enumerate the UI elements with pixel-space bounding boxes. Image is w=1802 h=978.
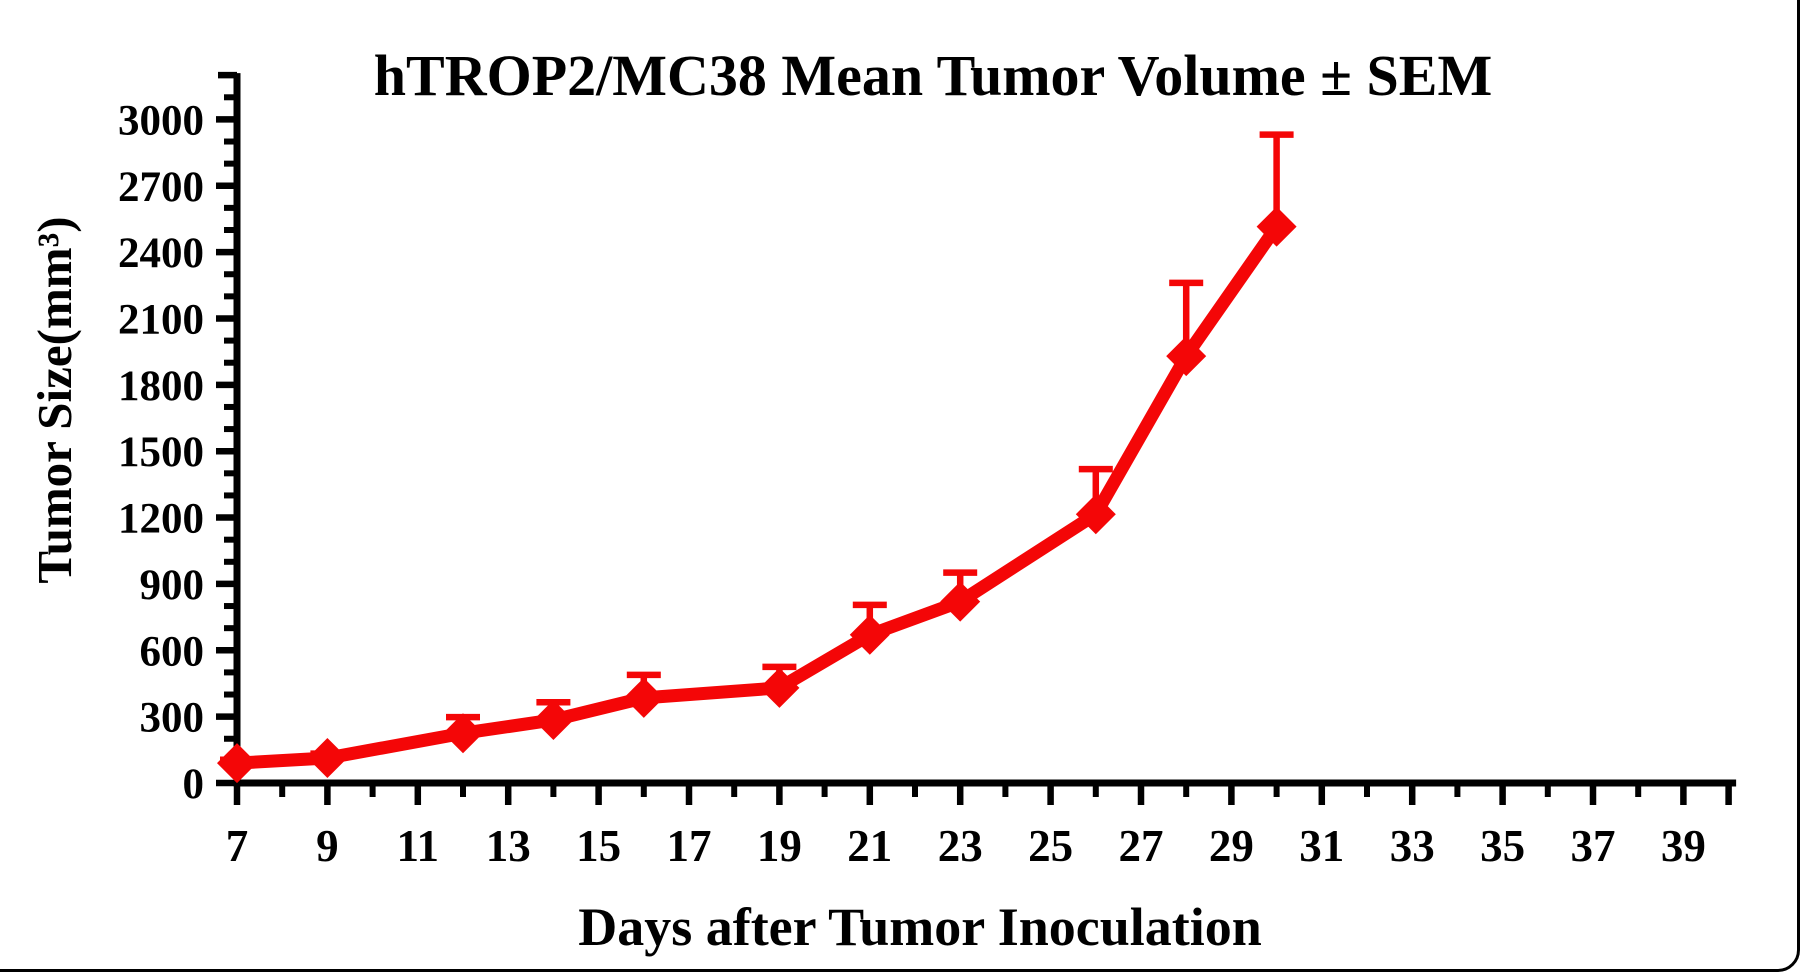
x-tick-label: 9 [316, 821, 339, 871]
x-tick-label: 33 [1390, 821, 1435, 871]
y-tick-label: 600 [140, 628, 205, 675]
data-point-marker [849, 614, 890, 655]
x-tick-label: 23 [938, 821, 983, 871]
data-point-marker [217, 743, 257, 784]
x-tick-label: 15 [576, 821, 621, 871]
y-tick-label: 2400 [118, 230, 204, 277]
y-tick-label: 300 [140, 695, 205, 742]
data-point-marker [533, 699, 574, 740]
data-point-marker [759, 667, 800, 708]
y-tick-label: 900 [140, 562, 205, 609]
y-tick-label: 2100 [118, 296, 204, 343]
x-tick-label: 39 [1661, 821, 1706, 871]
x-tick-label: 31 [1299, 821, 1344, 871]
y-tick-label: 1200 [118, 496, 204, 543]
data-point-marker [940, 581, 981, 622]
data-point-marker [443, 713, 483, 754]
data-line [230, 220, 1284, 770]
x-tick-label: 11 [397, 821, 440, 871]
chart-title: hTROP2/MC38 Mean Tumor Volume ± SEM [373, 43, 1493, 108]
y-tick-label: 3000 [118, 97, 204, 144]
x-tick-label: 37 [1571, 821, 1616, 871]
data-point-marker [623, 677, 664, 718]
x-tick-label: 29 [1209, 821, 1254, 871]
x-tick-label: 13 [486, 821, 531, 871]
x-tick-label: 35 [1480, 821, 1525, 871]
data-point-marker [1256, 206, 1297, 247]
x-tick-label: 19 [757, 821, 802, 871]
y-tick-label: 2700 [118, 164, 204, 211]
y-tick-label: 1800 [118, 363, 204, 410]
x-axis-title: Days after Tumor Inoculation [578, 897, 1262, 957]
data-point-marker [1166, 336, 1207, 377]
y-tick-label: 1500 [118, 429, 204, 476]
x-tick-label: 17 [667, 821, 712, 871]
x-tick-label: 25 [1028, 821, 1073, 871]
x-tick-label: 21 [847, 821, 892, 871]
y-tick-label: 0 [183, 761, 205, 808]
data-point-marker [307, 738, 348, 779]
x-tick-label: 7 [226, 821, 249, 871]
data-point-marker [1075, 494, 1116, 535]
x-tick-label: 27 [1119, 821, 1164, 871]
